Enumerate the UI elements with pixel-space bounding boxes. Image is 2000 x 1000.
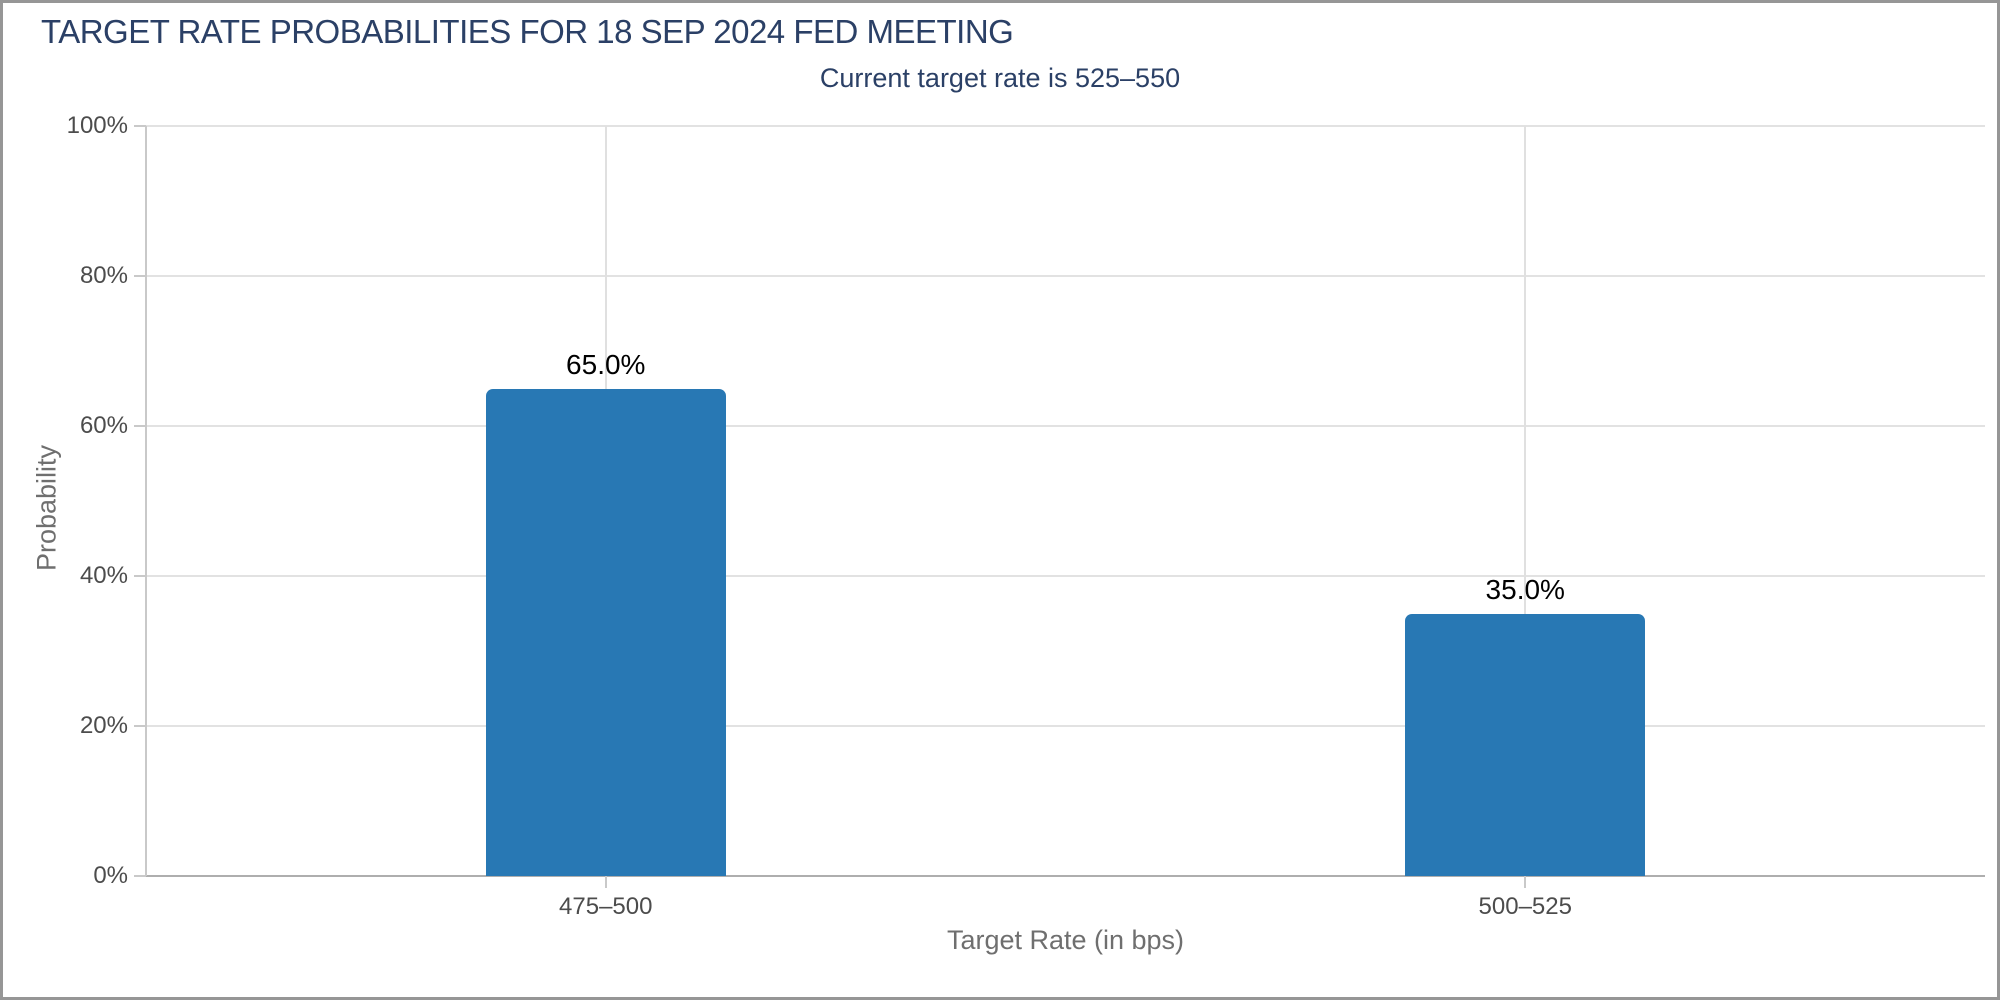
bar-value-label-2: 35.0% (1485, 573, 1565, 605)
bar-value-label-1: 65.0% (566, 348, 646, 380)
y-tick-40 (134, 575, 146, 577)
y-tick-label-60: 60% (79, 412, 128, 439)
y-axis-line (145, 126, 147, 876)
v-gridline-2 (1524, 126, 1527, 876)
y-axis-title: Probability (31, 444, 62, 572)
x-tick-label-1: 475–500 (559, 893, 653, 920)
x-axis-line (146, 875, 1985, 877)
h-gridline-100 (146, 125, 1985, 127)
chart-subtitle: Current target rate is 525–550 (819, 63, 1181, 93)
y-tick-label-80: 80% (79, 262, 128, 289)
y-tick-80 (134, 275, 146, 277)
h-gridline-20 (146, 725, 1985, 727)
h-gridline-40 (146, 575, 1985, 577)
bar-1 (485, 388, 726, 876)
y-tick-label-40: 40% (79, 562, 128, 589)
y-tick-20 (134, 725, 146, 727)
plot-area: 0% 20% 40% 60% 80% 100% 65.0% 475–500 35.0% 500–5… (67, 112, 1985, 920)
y-tick-60 (134, 425, 146, 427)
chart-title: TARGET RATE PROBABILITIES FOR 18 SEP 202… (41, 13, 1014, 50)
h-gridline-60 (146, 425, 1985, 427)
y-tick-label-100: 100% (66, 112, 128, 139)
y-tick-0 (134, 875, 146, 877)
x-tick-label-2: 500–525 (1478, 893, 1572, 920)
y-tick-100 (134, 125, 146, 127)
y-tick-label-0: 0% (93, 862, 128, 889)
bar-2 (1405, 613, 1646, 876)
x-tick-1 (604, 876, 607, 888)
x-axis-title: Target Rate (in bps) (946, 925, 1185, 955)
x-tick-2 (1524, 876, 1527, 888)
h-gridline-80 (146, 275, 1985, 277)
y-tick-label-20: 20% (79, 712, 128, 739)
